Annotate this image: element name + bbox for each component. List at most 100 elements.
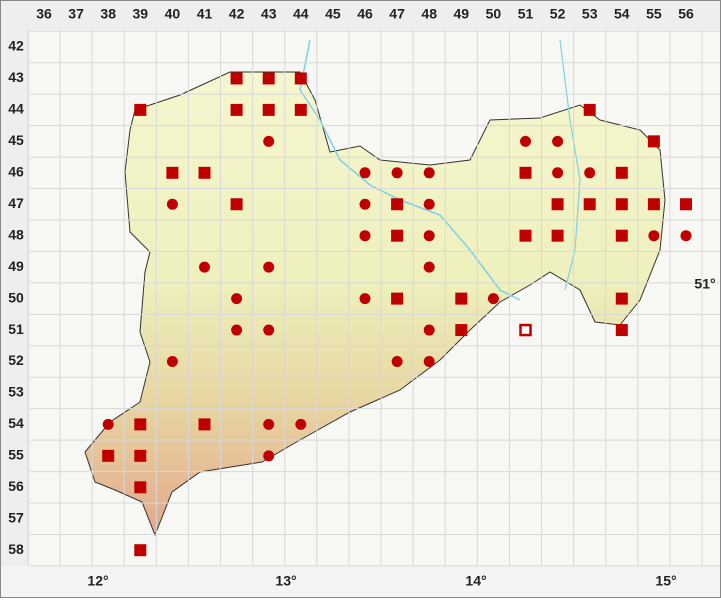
record-square: [391, 229, 404, 242]
record-circle: [359, 293, 371, 305]
row-label: 46: [8, 164, 24, 180]
record-square: [230, 198, 243, 211]
record-square: [166, 166, 179, 179]
record-square: [230, 103, 243, 116]
region-outline: [84, 71, 666, 537]
record-open-square: [519, 323, 532, 337]
record-circle: [359, 198, 371, 210]
record-square: [615, 229, 628, 242]
column-label: 44: [293, 6, 309, 22]
row-label: 44: [8, 101, 24, 117]
record-square: [391, 292, 404, 305]
labels: 36 37 38 39 40 41 42 43 44 45 46 47 48 49 50 51 52 53 54 55…: [8, 6, 715, 589]
column-label: 47: [389, 6, 405, 22]
record-circle: [359, 167, 371, 179]
record-circle: [263, 261, 275, 273]
column-label: 45: [325, 6, 341, 22]
record-square: [455, 324, 468, 337]
record-square: [134, 449, 147, 462]
longitude-label: 15°: [655, 573, 676, 589]
record-circle: [552, 167, 564, 179]
record-square: [134, 481, 147, 494]
column-label: 41: [197, 6, 213, 22]
river: [559, 39, 581, 291]
record-square: [391, 198, 404, 211]
record-square: [102, 449, 115, 462]
column-header-band: [0, 0, 721, 30]
record-circle: [487, 293, 499, 305]
record-circle: [423, 167, 435, 179]
record-circle: [166, 198, 178, 210]
row-label: 56: [8, 478, 24, 494]
record-circle: [359, 230, 371, 242]
record-square: [615, 324, 628, 337]
record-circle: [648, 230, 660, 242]
row-label: 49: [8, 258, 24, 274]
record-square: [198, 166, 211, 179]
record-square: [551, 198, 564, 211]
grid: [27, 30, 721, 567]
column-label: 38: [100, 6, 116, 22]
record-square: [583, 103, 596, 116]
longitude-label: 14°: [465, 573, 486, 589]
column-label: 40: [165, 6, 181, 22]
record-circle: [166, 356, 178, 367]
column-label: 51: [518, 6, 534, 22]
record-square: [615, 292, 628, 305]
row-label: 52: [8, 352, 24, 368]
record-circle: [263, 450, 275, 462]
record-square: [134, 418, 147, 431]
record-square: [647, 135, 660, 148]
column-label: 50: [486, 6, 502, 22]
row-label: 45: [8, 132, 24, 148]
record-circle: [199, 261, 210, 273]
row-label: 47: [8, 195, 24, 211]
column-label: 36: [36, 6, 52, 22]
row-label: 54: [8, 415, 24, 431]
row-label: 51: [8, 321, 24, 337]
record-circle: [231, 293, 243, 305]
record-circle: [680, 230, 692, 242]
record-square: [262, 103, 275, 116]
bottom-band: [0, 566, 721, 598]
record-circle: [263, 135, 275, 147]
row-header-band: [0, 0, 30, 566]
column-label: 42: [229, 6, 245, 22]
row-label: 53: [8, 384, 24, 400]
row-label: 50: [8, 289, 24, 305]
record-circle: [584, 167, 596, 179]
latitude-label: 51°: [694, 276, 715, 292]
row-label: 58: [8, 541, 24, 557]
record-square: [615, 166, 628, 179]
row-label: 42: [8, 38, 24, 54]
column-label: 39: [133, 6, 149, 22]
record-circle: [295, 418, 307, 430]
record-square: [680, 198, 692, 211]
record-circle: [552, 135, 564, 147]
record-circle: [263, 418, 275, 430]
record-circle: [263, 324, 275, 336]
record-square: [294, 72, 307, 85]
record-square: [198, 418, 211, 431]
record-square: [551, 229, 564, 242]
row-label: 57: [8, 509, 24, 525]
longitude-label: 12°: [87, 573, 108, 589]
record-circle: [423, 324, 435, 336]
row-label: 55: [8, 447, 24, 463]
record-square: [262, 72, 275, 85]
longitude-label: 13°: [275, 573, 296, 589]
record-square: [134, 544, 147, 557]
record-square: [519, 166, 532, 179]
column-label: 49: [454, 6, 470, 22]
row-label: 48: [8, 226, 24, 242]
record-circle: [391, 356, 403, 367]
record-circle: [520, 135, 531, 147]
column-label: 48: [421, 6, 437, 22]
record-circle: [102, 418, 114, 430]
record-circle: [423, 230, 435, 242]
row-label: 43: [8, 69, 24, 85]
record-circle: [391, 167, 403, 179]
record-circle: [423, 356, 435, 367]
record-square: [615, 198, 628, 211]
